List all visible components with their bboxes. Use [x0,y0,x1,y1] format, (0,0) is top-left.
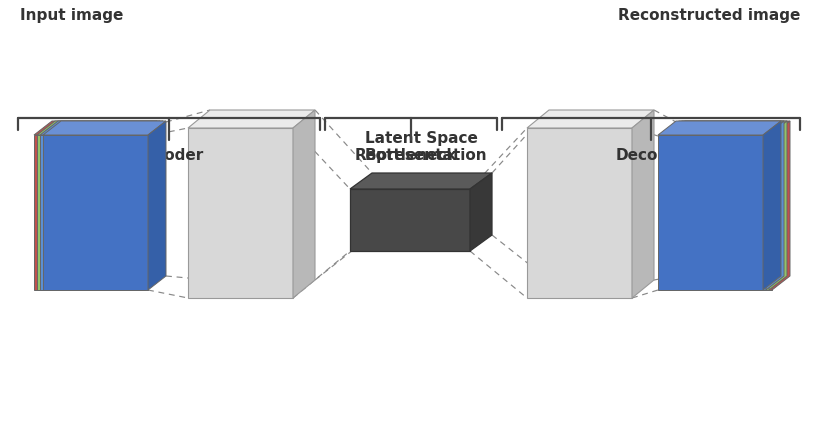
Text: Decoder: Decoder [615,148,686,163]
Polygon shape [188,110,314,128]
Polygon shape [145,121,163,290]
Polygon shape [663,135,768,290]
Polygon shape [188,128,292,298]
Polygon shape [527,128,631,298]
Polygon shape [657,121,780,135]
Polygon shape [666,121,789,135]
Text: Bottleneck: Bottleneck [364,148,457,163]
Polygon shape [147,121,165,290]
Polygon shape [765,121,783,290]
Polygon shape [40,121,163,135]
Polygon shape [768,121,786,290]
Polygon shape [657,135,762,290]
Polygon shape [527,110,654,128]
Polygon shape [762,121,780,290]
Polygon shape [37,135,142,290]
Polygon shape [771,121,789,290]
Polygon shape [660,121,783,135]
Text: Encoder: Encoder [134,148,203,163]
Polygon shape [40,135,145,290]
Polygon shape [43,121,165,135]
Polygon shape [666,135,771,290]
Polygon shape [37,121,160,135]
Polygon shape [663,121,786,135]
Polygon shape [350,173,491,189]
Text: Latent Space
Representation: Latent Space Representation [355,131,486,163]
Polygon shape [43,135,147,290]
Polygon shape [350,189,469,251]
Polygon shape [34,121,156,135]
Polygon shape [660,135,765,290]
Text: Reconstructed image: Reconstructed image [617,8,799,23]
Polygon shape [469,173,491,251]
Polygon shape [631,110,654,298]
Text: Input image: Input image [20,8,123,23]
Polygon shape [292,110,314,298]
Polygon shape [142,121,160,290]
Polygon shape [139,121,156,290]
Polygon shape [34,135,139,290]
